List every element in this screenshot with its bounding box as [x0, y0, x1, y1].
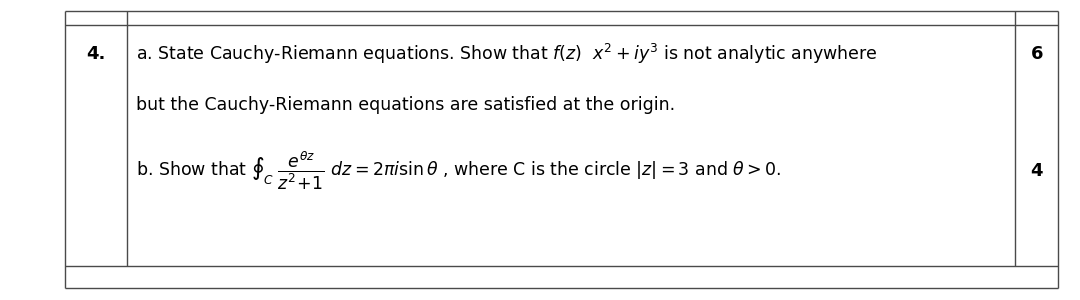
- Text: 6: 6: [1030, 45, 1043, 63]
- Text: 4: 4: [1030, 162, 1043, 180]
- Text: 4.: 4.: [86, 45, 106, 63]
- Text: a. State Cauchy-Riemann equations. Show that $f(z)\ \ x^2 + iy^3$ is not analyti: a. State Cauchy-Riemann equations. Show …: [136, 42, 878, 66]
- Text: but the Cauchy-Riemann equations are satisfied at the origin.: but the Cauchy-Riemann equations are sat…: [136, 96, 675, 114]
- Text: b. Show that $\oint_C \ \dfrac{e^{\theta z}}{z^2\!+\!1}\ dz = 2\pi i \sin\theta$: b. Show that $\oint_C \ \dfrac{e^{\theta…: [136, 150, 782, 192]
